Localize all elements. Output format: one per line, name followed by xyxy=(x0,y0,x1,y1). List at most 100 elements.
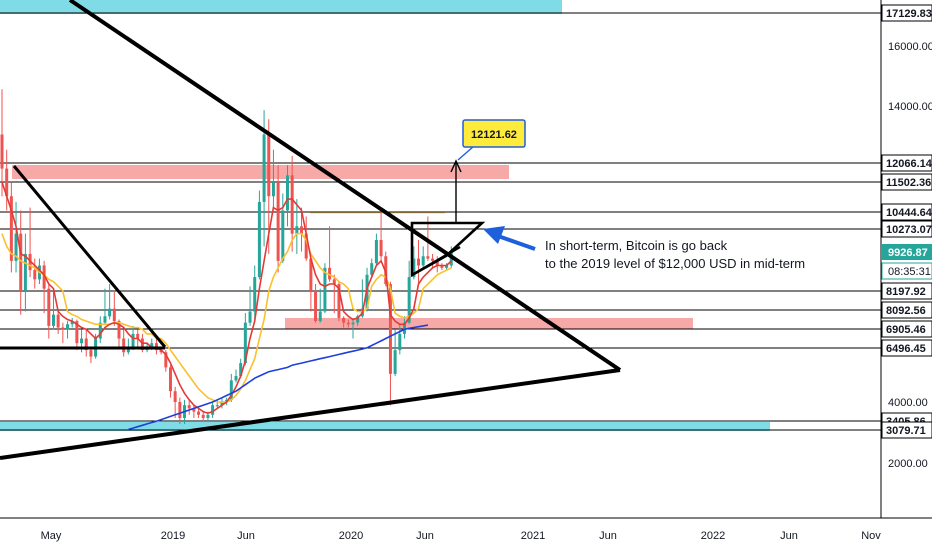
candle-body xyxy=(402,322,406,334)
candle-body xyxy=(304,233,308,259)
candle-body xyxy=(150,343,154,348)
candle-body xyxy=(168,367,172,392)
candle-body xyxy=(276,182,280,261)
candle-body xyxy=(215,405,219,407)
candle-body xyxy=(239,363,243,377)
level-lines xyxy=(0,12,881,431)
time-scale[interactable]: May 2019 Jun 2020 Jun 2021 Jun 2022 Jun … xyxy=(41,530,882,542)
x-tick-jun-2020: Jun xyxy=(416,530,434,542)
price-label-5: 8197.92 xyxy=(886,286,926,298)
candle-body xyxy=(290,175,294,234)
candle-body xyxy=(117,321,121,339)
candle-body xyxy=(243,322,247,364)
candle-body xyxy=(14,233,18,261)
candle-body xyxy=(47,288,51,326)
candle-body xyxy=(351,322,355,325)
candle-body xyxy=(229,380,233,400)
candle-body xyxy=(136,333,140,339)
candle-body xyxy=(56,314,60,328)
price-label-box-3 xyxy=(881,203,932,221)
candle-body xyxy=(42,265,46,289)
candle-body xyxy=(197,411,201,415)
trend-lines xyxy=(0,0,622,460)
y-tick-4000: 4000.00 xyxy=(888,397,928,409)
descending-trendline-main xyxy=(68,0,622,372)
ma-fast-line xyxy=(1,181,452,415)
target-callout: 12121.62 xyxy=(457,119,526,161)
candle-body xyxy=(66,324,70,330)
candle-body xyxy=(89,350,93,357)
ascending-trendline-main xyxy=(0,368,621,460)
price-label-6: 8092.56 xyxy=(886,305,926,317)
price-label-box-5 xyxy=(881,282,932,300)
candle-body xyxy=(178,402,182,418)
x-tick-2020: 2020 xyxy=(339,530,363,542)
candle-body xyxy=(108,308,112,317)
candle-body xyxy=(370,263,374,275)
candle-body xyxy=(28,253,32,271)
candle-body xyxy=(80,338,84,344)
price-label-box-0 xyxy=(881,4,932,22)
candle-body xyxy=(398,333,402,351)
price-label-2: 11502.36 xyxy=(886,177,931,189)
y-tick-14000: 14000.00 xyxy=(888,101,932,113)
x-tick-2021: 2021 xyxy=(521,530,545,542)
candle-body xyxy=(342,317,346,323)
candle-body xyxy=(131,333,135,348)
price-label-box-4 xyxy=(881,220,932,238)
candle-body xyxy=(33,270,37,280)
candle-body xyxy=(112,308,116,322)
candle-body xyxy=(51,314,55,326)
candle-body xyxy=(337,284,341,318)
price-label-8: 6496.45 xyxy=(886,343,926,355)
candle-body xyxy=(84,338,88,351)
annotation-arrow-head xyxy=(483,226,505,244)
x-tick-2022: 2022 xyxy=(701,530,725,542)
price-level-labels: 17129.83 12066.14 11502.36 10444.64 10273.07… xyxy=(881,4,932,439)
price-label-4: 10273.07 xyxy=(886,224,932,236)
candle-body xyxy=(421,256,425,266)
candle-body xyxy=(431,258,435,261)
annotation-arrow xyxy=(483,226,536,251)
candle-body xyxy=(0,134,4,169)
price-label-1: 12066.14 xyxy=(886,158,932,170)
price-label-box-8 xyxy=(881,339,932,357)
annotation-line-1: In short-term, Bitcoin is go back xyxy=(545,238,728,253)
zone-cyan-top xyxy=(0,0,562,14)
candle-body xyxy=(140,338,144,351)
descending-trendline-2018 xyxy=(12,165,167,348)
ma-mid-line xyxy=(1,232,452,403)
candle-body xyxy=(19,233,23,291)
candle-body xyxy=(75,321,79,344)
candle-body xyxy=(323,267,327,312)
candle-body xyxy=(412,258,416,278)
candle-body xyxy=(70,321,74,325)
target-arrow-head xyxy=(450,159,462,173)
candle-body xyxy=(356,316,360,323)
candle-body xyxy=(271,182,275,197)
candle-body xyxy=(211,405,215,415)
candle-body xyxy=(220,402,224,406)
candlesticks xyxy=(0,89,453,424)
candle-body xyxy=(103,316,107,323)
ma-slow-line xyxy=(128,324,429,431)
candle-body xyxy=(388,284,392,374)
candle-body xyxy=(435,260,439,266)
candle-body xyxy=(262,134,266,202)
x-tick-nov: Nov xyxy=(861,530,881,542)
y-tick-2000: 2000.00 xyxy=(888,458,928,470)
last-price-box xyxy=(882,244,932,260)
candle-body xyxy=(384,256,388,285)
candle-body xyxy=(253,277,257,312)
candle-body xyxy=(440,265,444,268)
annotation-arrow-shaft xyxy=(497,234,536,251)
price-scale[interactable]: 16000.00 14000.00 4000.00 2000.00 xyxy=(888,41,932,470)
price-label-box-6 xyxy=(881,301,932,319)
x-tick-2019: 2019 xyxy=(161,530,185,542)
price-label-10: 3079.71 xyxy=(886,425,926,437)
candle-body xyxy=(257,201,261,278)
price-label-0: 17129.83 xyxy=(886,8,932,20)
candle-body xyxy=(192,408,196,412)
candle-body xyxy=(281,210,285,261)
